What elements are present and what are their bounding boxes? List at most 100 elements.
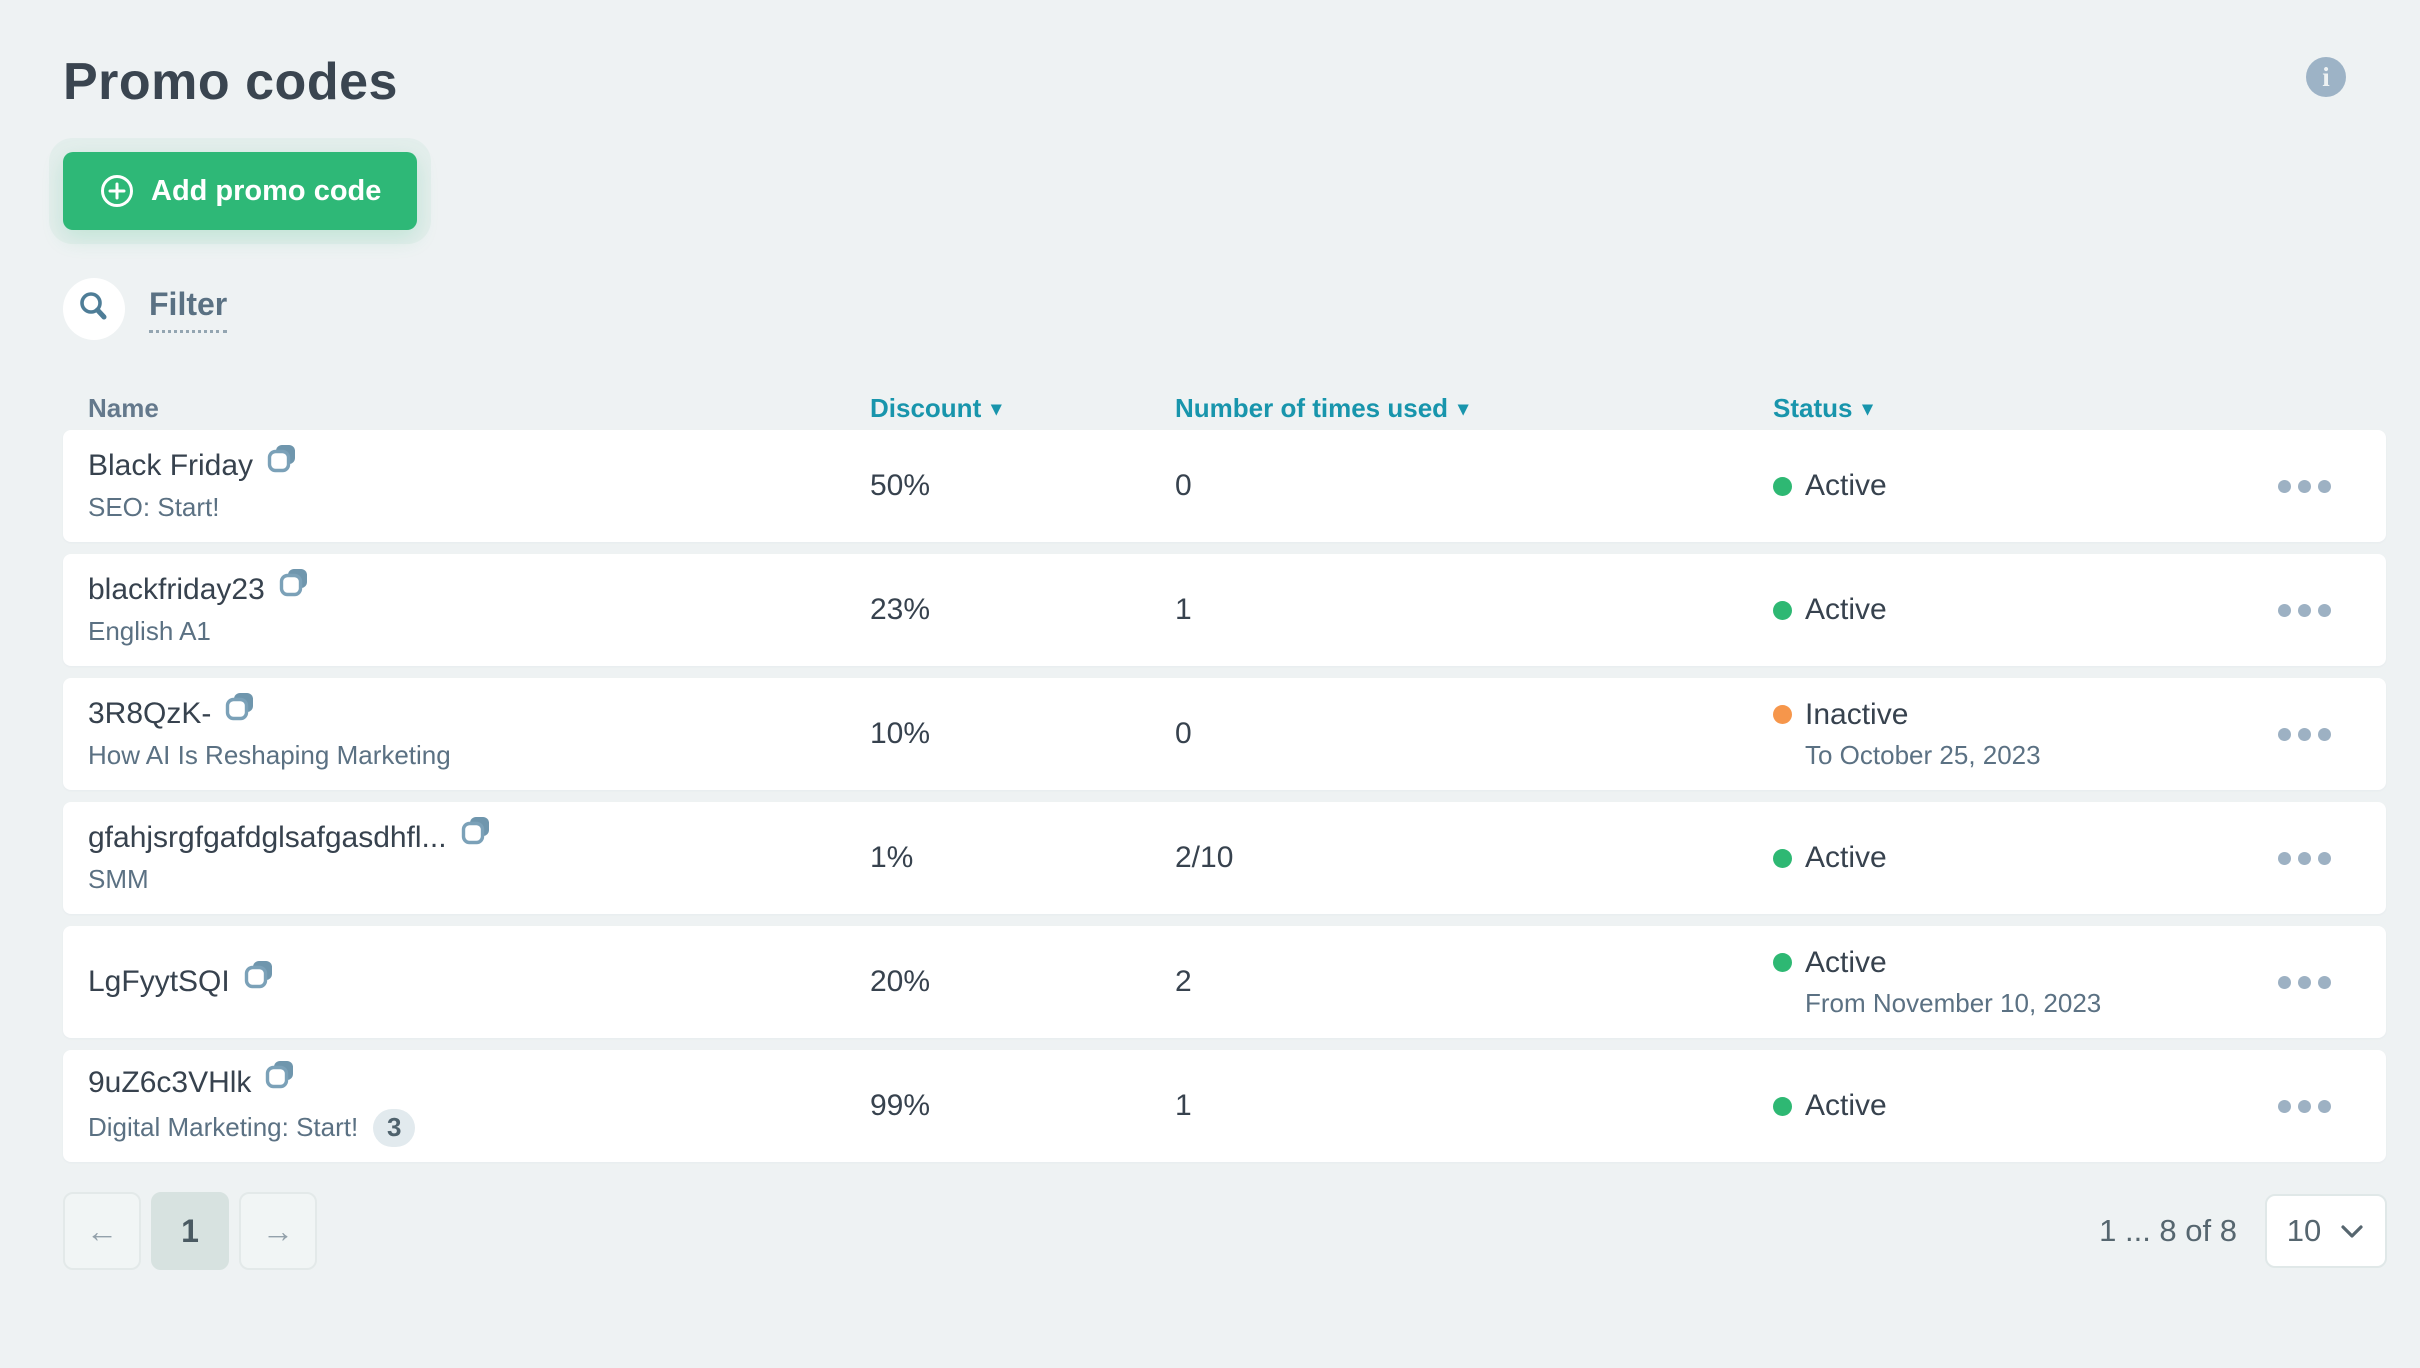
copy-icon[interactable]: [243, 959, 276, 992]
status-dot-icon: [1773, 953, 1792, 972]
page-size-value: 10: [2287, 1213, 2321, 1249]
actions-cell: [2276, 470, 2386, 503]
status-dot-icon: [1773, 849, 1792, 868]
status-cell: Active: [1748, 1089, 2276, 1123]
promo-subtitle: Digital Marketing: Start!: [88, 1112, 358, 1143]
actions-cell: [2276, 594, 2386, 627]
sort-caret-icon: ▾: [1458, 396, 1468, 421]
sort-caret-icon: ▾: [1862, 396, 1872, 421]
chevron-down-icon: [2339, 1213, 2365, 1249]
promo-subtitle: English A1: [88, 616, 211, 647]
discount-cell: 10%: [845, 717, 1150, 751]
filter-label[interactable]: Filter: [149, 286, 227, 333]
column-header-name: Name: [63, 393, 845, 424]
promo-name: Black Friday: [88, 449, 253, 483]
subtitle-line: English A1: [88, 616, 845, 647]
status-label: Active: [1805, 469, 1887, 503]
copy-icon[interactable]: [266, 443, 299, 476]
table-row: LgFyytSQI 20% 2: [63, 926, 2386, 1038]
copy-icon[interactable]: [278, 567, 311, 600]
pager: ← 1 →: [63, 1192, 317, 1270]
status-cell: Inactive To October 25, 2023: [1748, 698, 2276, 771]
status-cell: Active From November 10, 2023: [1748, 946, 2276, 1019]
range-text: 1 ... 8 of 8: [2099, 1213, 2237, 1249]
row-actions-menu-icon[interactable]: [2278, 842, 2331, 875]
discount-value: 23%: [870, 593, 930, 626]
promo-name: 3R8QzK-: [88, 697, 211, 731]
column-header-times-used-label: Number of times used: [1175, 393, 1448, 424]
discount-cell: 99%: [845, 1089, 1150, 1123]
table-row: blackfriday23 English A1 23% 1: [63, 554, 2386, 666]
subtitle-line: Digital Marketing: Start! 3: [88, 1109, 845, 1147]
row-actions-menu-icon[interactable]: [2278, 594, 2331, 627]
table-row: gfahjsrgfgafdglsafgasdhfl... SMM 1%: [63, 802, 2386, 914]
discount-value: 10%: [870, 717, 930, 750]
next-page-button[interactable]: →: [239, 1192, 317, 1270]
row-actions-menu-icon[interactable]: [2278, 966, 2331, 999]
table-row: 9uZ6c3VHlk Digital Marketing: Start! 3 9…: [63, 1050, 2386, 1162]
actions-cell: [2276, 1090, 2386, 1123]
name-cell: 9uZ6c3VHlk Digital Marketing: Start! 3: [63, 1066, 845, 1147]
status-cell: Active: [1748, 469, 2276, 503]
column-header-status-label: Status: [1773, 393, 1852, 424]
times-used-cell: 0: [1150, 717, 1748, 751]
promo-name: 9uZ6c3VHlk: [88, 1066, 251, 1100]
status-label: Inactive: [1805, 698, 1908, 732]
table-header: Name Discount ▾ Number of times used ▾ S…: [63, 386, 2386, 430]
copy-icon[interactable]: [460, 815, 493, 848]
row-actions-menu-icon[interactable]: [2278, 1090, 2331, 1123]
copy-icon[interactable]: [264, 1059, 297, 1092]
discount-value: 1%: [870, 841, 913, 874]
promo-name: LgFyytSQI: [88, 965, 230, 999]
promo-name: gfahjsrgfgafdglsafgasdhfl...: [88, 821, 447, 855]
status-dot-icon: [1773, 705, 1792, 724]
status-label: Active: [1805, 1089, 1887, 1123]
page-size-select[interactable]: 10: [2265, 1194, 2387, 1268]
info-icon[interactable]: i: [2306, 57, 2346, 97]
search-button[interactable]: [63, 278, 125, 340]
column-header-discount-label: Discount: [870, 393, 981, 424]
discount-cell: 23%: [845, 593, 1150, 627]
add-promo-code-button[interactable]: Add promo code: [63, 152, 417, 230]
table-row: 3R8QzK- How AI Is Reshaping Marketing 10…: [63, 678, 2386, 790]
times-used-cell: 2: [1150, 965, 1748, 999]
name-cell: blackfriday23 English A1: [63, 573, 845, 647]
copy-icon[interactable]: [224, 691, 257, 724]
row-actions-menu-icon[interactable]: [2278, 470, 2331, 503]
arrow-right-icon: →: [262, 1213, 294, 1250]
discount-value: 20%: [870, 965, 930, 998]
table-row: Black Friday SEO: Start! 50% 0: [63, 430, 2386, 542]
page-info: 1 ... 8 of 8 10: [2099, 1194, 2387, 1268]
arrow-left-icon: ←: [86, 1213, 118, 1250]
plus-circle-icon: [99, 173, 135, 209]
times-used-cell: 2/10: [1150, 841, 1748, 875]
status-date: From November 10, 2023: [1805, 988, 2276, 1019]
times-used-value: 2/10: [1175, 841, 1233, 874]
promo-name: blackfriday23: [88, 573, 265, 607]
status-dot-icon: [1773, 477, 1792, 496]
times-used-cell: 1: [1150, 1089, 1748, 1123]
actions-cell: [2276, 842, 2386, 875]
times-used-value: 0: [1175, 469, 1192, 502]
name-cell: gfahjsrgfgafdglsafgasdhfl... SMM: [63, 821, 845, 895]
times-used-value: 2: [1175, 965, 1192, 998]
prev-page-button[interactable]: ←: [63, 1192, 141, 1270]
column-header-times-used[interactable]: Number of times used ▾: [1150, 393, 1748, 424]
name-cell: 3R8QzK- How AI Is Reshaping Marketing: [63, 697, 845, 771]
actions-cell: [2276, 966, 2386, 999]
page-number-button[interactable]: 1: [151, 1192, 229, 1270]
page-title: Promo codes: [63, 52, 2386, 112]
name-cell: Black Friday SEO: Start!: [63, 449, 845, 523]
subtitle-line: How AI Is Reshaping Marketing: [88, 740, 845, 771]
promo-codes-page: Promo codes i Add promo code Filter: [0, 0, 2420, 1368]
search-icon: [77, 290, 111, 329]
discount-value: 50%: [870, 469, 930, 502]
times-used-cell: 0: [1150, 469, 1748, 503]
table-body: Black Friday SEO: Start! 50% 0: [63, 430, 2386, 1162]
row-actions-menu-icon[interactable]: [2278, 718, 2331, 751]
subtitle-badge: 3: [373, 1109, 415, 1147]
times-used-cell: 1: [1150, 593, 1748, 627]
filter-bar: Filter: [63, 278, 2386, 340]
column-header-status[interactable]: Status ▾: [1748, 393, 2276, 424]
column-header-discount[interactable]: Discount ▾: [845, 393, 1150, 424]
